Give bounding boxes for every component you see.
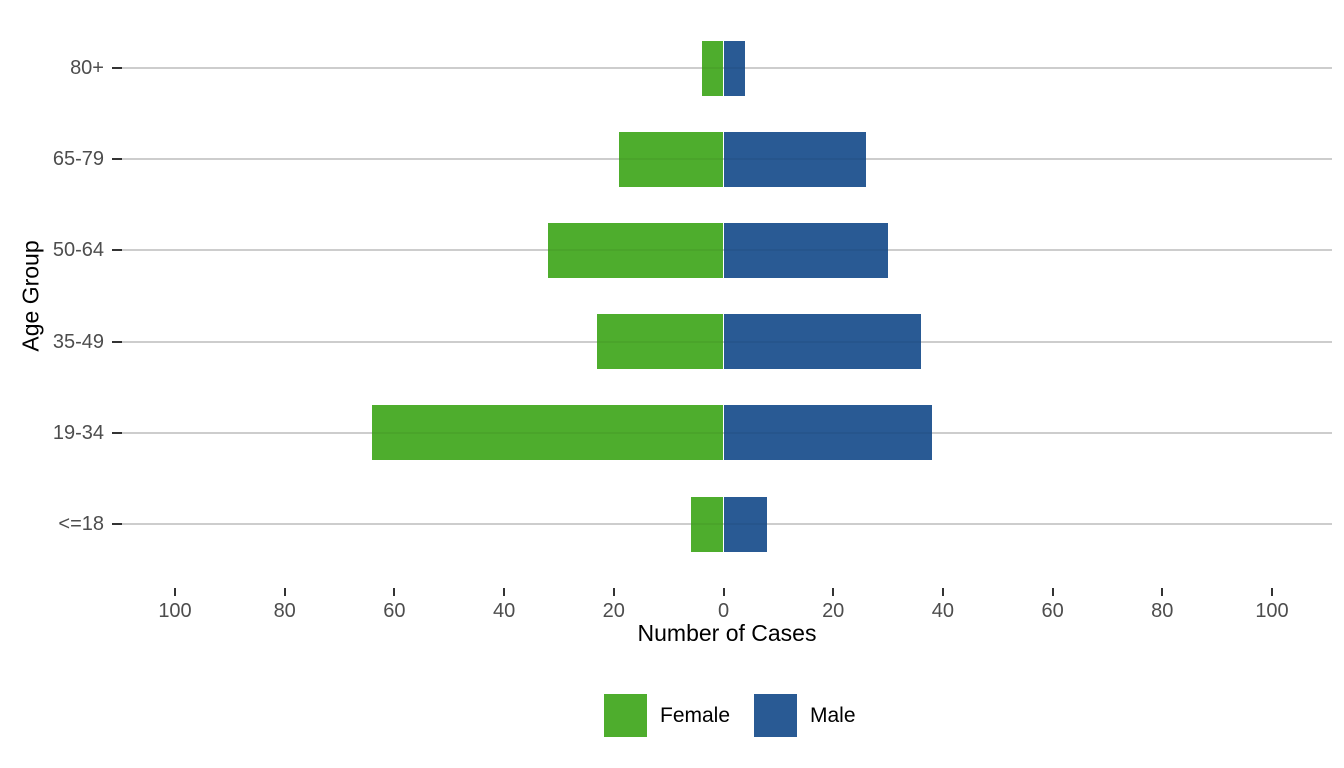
gridline-overlay-65-79 [120, 158, 1332, 161]
gridline-overlay-50-64 [120, 249, 1332, 252]
x-axis-title: Number of Cases [637, 620, 817, 646]
y-tick-label-19-34: 19-34 [52, 421, 104, 444]
x-tick-label-80-1: 80 [273, 600, 296, 622]
x-tick-40-7 [941, 588, 944, 596]
bar-female-80+ [701, 40, 724, 96]
gridline-overlay-80+ [120, 67, 1332, 69]
x-tick-label-60-8: 60 [1041, 600, 1064, 622]
x-tick-60-8 [1051, 588, 1054, 596]
bar-male-65-79 [723, 131, 867, 187]
gridline-overlay-<=18 [120, 523, 1332, 525]
gridline-overlay-35-49 [120, 340, 1332, 343]
bar-female-65-79 [619, 131, 724, 187]
x-tick-80-1 [283, 588, 286, 596]
x-tick-label-40-3: 40 [492, 600, 516, 622]
y-tick-label-80+: 80+ [70, 57, 104, 79]
bar-male-50-64 [723, 222, 889, 278]
legend-swatch-female [604, 694, 647, 737]
y-tick-label-<=18: <=18 [58, 513, 104, 535]
y-tick-label-50-64: 50-64 [52, 239, 104, 262]
x-tick-40-3 [503, 588, 506, 596]
y-tick-19-34 [112, 431, 122, 434]
bar-male-<=18 [723, 496, 768, 552]
x-tick-label-100-10: 100 [1255, 600, 1289, 622]
y-tick-label-65-79: 65-79 [52, 148, 104, 171]
x-tick-label-20-4: 20 [602, 600, 625, 622]
legend-swatch-male [754, 694, 797, 737]
bar-female-<=18 [690, 496, 724, 552]
x-tick-20-6 [832, 588, 835, 596]
x-tick-label-40-7: 40 [931, 600, 955, 622]
y-tick-label-35-49: 35-49 [52, 330, 104, 353]
bar-male-19-34 [723, 405, 932, 461]
gridline-overlay-19-34 [120, 431, 1332, 434]
legend-label-female: Female [660, 704, 731, 727]
x-tick-label-0-5: 0 [717, 600, 730, 622]
x-tick-label-80-9: 80 [1151, 600, 1174, 622]
bar-female-35-49 [597, 314, 724, 370]
bar-male-35-49 [723, 314, 921, 370]
bar-female-19-34 [372, 405, 724, 461]
x-tick-label-20-6: 20 [822, 600, 845, 622]
y-tick-65-79 [112, 158, 122, 161]
x-tick-100-0 [174, 588, 176, 596]
y-tick-<=18 [112, 523, 122, 525]
bar-female-50-64 [547, 222, 724, 278]
x-tick-20-4 [612, 588, 615, 596]
x-tick-label-60-2: 60 [383, 600, 406, 622]
x-tick-0-5 [722, 588, 725, 596]
x-tick-60-2 [393, 588, 396, 596]
x-tick-100-10 [1271, 588, 1273, 596]
legend-label-male: Male [810, 704, 856, 727]
bar-male-80+ [723, 40, 746, 96]
y-tick-80+ [112, 67, 122, 69]
y-tick-50-64 [112, 249, 122, 252]
y-tick-35-49 [112, 340, 122, 343]
x-tick-label-100-0: 100 [158, 600, 192, 622]
x-tick-80-9 [1161, 588, 1164, 596]
